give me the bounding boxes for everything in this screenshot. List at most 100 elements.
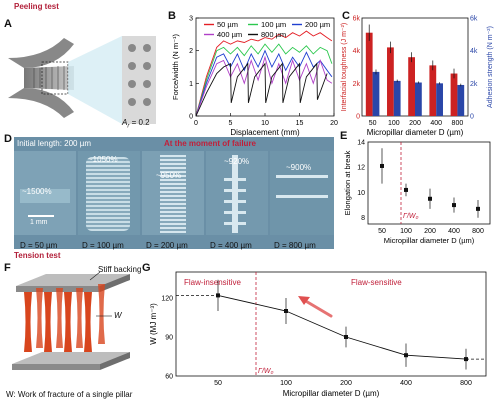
g-region-right: Flaw-sensitive bbox=[351, 278, 402, 287]
failure-moment-label: At the moment of failure bbox=[164, 139, 257, 148]
stretch-label-d100: ~1050% bbox=[88, 155, 118, 164]
bonded-region bbox=[24, 66, 74, 90]
c-ylabel2: Adhesion strength (N m⁻²) bbox=[487, 26, 494, 108]
e-ylabel: Elongation at break bbox=[343, 150, 352, 215]
g-trend-arrow-shaft bbox=[302, 298, 333, 318]
e-point-200 bbox=[428, 196, 432, 201]
peeling-film-bottom bbox=[8, 88, 74, 118]
b-xtick-label: 5 bbox=[229, 120, 233, 127]
failure-photo-strip: Initial length: 200 µm At the moment of … bbox=[14, 137, 334, 249]
b-series-line-2 bbox=[195, 49, 333, 117]
pillar-d800-lower bbox=[276, 195, 328, 198]
b-series-line-1 bbox=[195, 43, 333, 117]
backing-top-end bbox=[100, 274, 130, 292]
e-xtick-label: 50 bbox=[378, 228, 386, 235]
b-xlabel: Displacement (mm) bbox=[230, 128, 300, 137]
pillar-cross-section bbox=[122, 36, 156, 124]
c-y2tick-label: 4k bbox=[470, 48, 478, 55]
c-xtick-label: 50 bbox=[369, 120, 377, 127]
backing-leader bbox=[89, 271, 101, 281]
pillars bbox=[24, 284, 105, 352]
b-series-line-0 bbox=[195, 30, 333, 117]
c-xtick-label: 100 bbox=[388, 120, 400, 127]
c-ytick-label: 6k bbox=[353, 16, 361, 23]
c-xtick-label: 800 bbox=[452, 120, 464, 127]
g-xtick-label: 50 bbox=[214, 380, 222, 387]
c-ytick-label: 4k bbox=[353, 48, 361, 55]
backing-bottom-side bbox=[12, 364, 100, 370]
photo-d800: ~900% bbox=[270, 151, 334, 235]
chart-c-toughness-strength: 50 100 200 400 800 0 0 2k 2k 4k 4k 6k 6k Micropillar … bbox=[341, 16, 494, 138]
c-bar-toughness-100 bbox=[387, 47, 394, 116]
e-point-100 bbox=[404, 187, 408, 192]
stretch-label-d50: ~1500% bbox=[22, 187, 52, 196]
c-bar-toughness-800 bbox=[450, 73, 458, 116]
caption-d200: D = 200 µm bbox=[146, 241, 188, 250]
b-ytick-label: 0 bbox=[189, 114, 193, 121]
peel-illustration bbox=[8, 36, 156, 124]
b-series-line-3 bbox=[195, 55, 333, 117]
c-xtick-label: 400 bbox=[430, 120, 442, 127]
c-bar-strength-800 bbox=[457, 84, 465, 116]
w-label: W bbox=[114, 311, 122, 320]
e-point-800 bbox=[476, 206, 480, 211]
zoom-projection bbox=[68, 36, 122, 124]
b-xtick-label: 15 bbox=[296, 120, 304, 127]
backing-top-face bbox=[16, 274, 130, 286]
g-trend-line bbox=[217, 294, 467, 360]
scale-bar bbox=[28, 215, 54, 217]
tension-illustration bbox=[12, 271, 130, 370]
g-xtick-label: 800 bbox=[460, 380, 472, 387]
g-point-800 bbox=[464, 357, 468, 362]
e-ytick-label: 12 bbox=[357, 165, 365, 172]
g-xtick-label: 400 bbox=[400, 380, 412, 387]
g-ytick-label: 90 bbox=[165, 335, 173, 342]
peeling-film-top bbox=[8, 38, 74, 68]
g-threshold-label: Γ/W₀ bbox=[258, 368, 274, 375]
e-xtick-label: 400 bbox=[448, 228, 460, 235]
b-xtick-label: 10 bbox=[261, 120, 269, 127]
caption-d50: D = 50 µm bbox=[20, 241, 58, 250]
pillar-d200 bbox=[160, 155, 186, 233]
c-y2tick-label: 6k bbox=[470, 16, 478, 23]
panel-label-b: B bbox=[168, 10, 176, 22]
caption-d400: D = 400 µm bbox=[210, 241, 252, 250]
scale-bar-label: 1 mm bbox=[30, 219, 48, 226]
c-bar-toughness-50 bbox=[365, 32, 373, 117]
stretch-label-d400: ~920% bbox=[224, 157, 250, 166]
pillar-d400-ribs bbox=[224, 171, 246, 225]
e-ytick-label: 10 bbox=[357, 190, 365, 197]
pillar-dots bbox=[128, 44, 151, 106]
stiff-backing-label: Stiff backing bbox=[98, 265, 142, 274]
panel-label-e: E bbox=[340, 130, 348, 142]
c-bar-toughness-200 bbox=[408, 57, 415, 116]
g-xtick-label: 200 bbox=[340, 380, 352, 387]
c-bar-strength-50 bbox=[372, 71, 380, 116]
g-trend-arrow-head bbox=[298, 296, 310, 305]
c-xtick-label: 200 bbox=[409, 120, 421, 127]
b-legend-label-4: 800 µm bbox=[261, 30, 286, 39]
caption-d100: D = 100 µm bbox=[82, 241, 124, 250]
area-ratio-sub: r bbox=[127, 123, 130, 130]
b-legend-label-2: 200 µm bbox=[305, 20, 330, 29]
b-xtick-label: 0 bbox=[194, 120, 198, 127]
b-legend-label-3: 400 µm bbox=[217, 30, 242, 39]
b-xtick-label: 20 bbox=[330, 120, 338, 127]
area-ratio-value: = 0.2 bbox=[129, 118, 150, 127]
photo-d50: ~1500% 1 mm bbox=[14, 151, 76, 235]
g-region-left: Flaw-insensitive bbox=[184, 278, 241, 287]
g-ytick-label: 60 bbox=[165, 374, 173, 381]
c-ytick-label: 2k bbox=[353, 81, 361, 88]
b-ytick-label: 2 bbox=[189, 48, 193, 55]
e-xtick-label: 200 bbox=[424, 228, 436, 235]
caption-d800: D = 800 µm bbox=[274, 241, 316, 250]
c-y2tick-label: 0 bbox=[470, 114, 474, 121]
b-ytick-label: 3 bbox=[189, 16, 193, 23]
initial-length-label: Initial length: 200 µm bbox=[17, 139, 91, 148]
e-threshold-label: Γ/W₀ bbox=[403, 213, 419, 220]
c-bar-strength-400 bbox=[436, 83, 443, 116]
e-xtick-label: 100 bbox=[400, 228, 412, 235]
b-series-line-4 bbox=[195, 62, 328, 117]
e-ytick-label: 14 bbox=[357, 140, 365, 147]
photo-d400: ~920% bbox=[206, 151, 268, 235]
